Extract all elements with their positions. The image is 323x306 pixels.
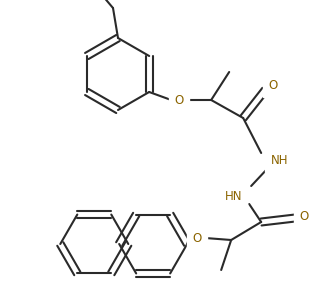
- Text: HN: HN: [224, 189, 242, 203]
- Text: O: O: [268, 79, 278, 91]
- Text: O: O: [174, 94, 184, 106]
- Text: O: O: [299, 210, 309, 222]
- Text: NH: NH: [270, 154, 288, 166]
- Text: O: O: [193, 232, 202, 244]
